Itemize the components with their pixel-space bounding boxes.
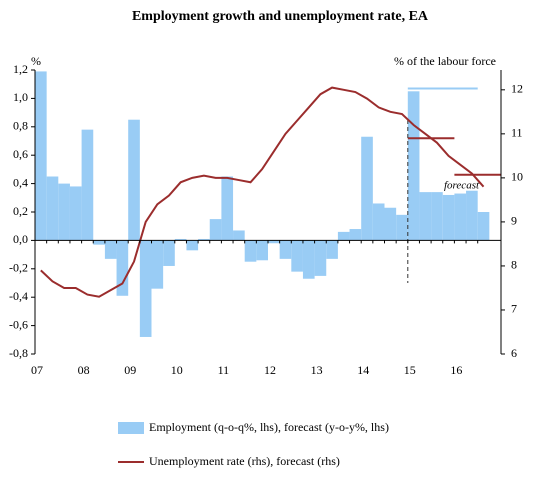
bar	[396, 214, 408, 241]
bar	[151, 240, 164, 289]
bar	[337, 231, 350, 241]
y2-tick-label: 7	[511, 302, 517, 316]
bar	[431, 192, 443, 241]
y2-tick-label: 10	[511, 170, 523, 184]
y-tick-label: 0,2	[13, 204, 28, 218]
legend-label: Unemployment rate (rhs), forecast (rhs)	[149, 454, 340, 468]
bar	[419, 192, 432, 241]
y-tick-label: 1,0	[13, 90, 28, 104]
bar	[291, 240, 303, 272]
bar	[314, 240, 327, 276]
bar	[349, 229, 362, 241]
bar	[209, 219, 222, 241]
bar	[116, 240, 129, 296]
bar	[407, 91, 420, 241]
bar	[58, 183, 70, 241]
bar	[186, 240, 199, 251]
bar	[302, 240, 315, 279]
x-tick-label: 09	[124, 363, 136, 377]
bar	[256, 240, 268, 261]
bar	[384, 207, 397, 241]
y2-tick-label: 11	[511, 126, 523, 140]
y-tick-label: -0,4	[9, 289, 28, 303]
bar	[69, 186, 82, 241]
bar	[372, 203, 385, 241]
bar	[81, 129, 94, 241]
y-tick-label: -0,2	[9, 261, 28, 275]
bar	[128, 119, 140, 241]
line	[40, 86, 485, 298]
x-tick-label: 14	[357, 363, 369, 377]
x-tick-label: 10	[171, 363, 183, 377]
bar	[174, 238, 187, 241]
bar	[163, 240, 175, 266]
bar	[442, 194, 455, 241]
legend-swatch	[118, 422, 144, 434]
y-tick-label: 0,4	[13, 175, 28, 189]
bar	[233, 230, 245, 241]
x-tick-label: 08	[78, 363, 90, 377]
y2-tick-label: 12	[511, 82, 523, 96]
bar	[221, 176, 234, 241]
y-tick-label: -0,8	[9, 346, 28, 360]
bar	[466, 190, 478, 241]
bar	[326, 240, 338, 259]
y2-tick-label: 6	[511, 346, 517, 360]
chart-title: Employment growth and unemployment rate,…	[132, 9, 429, 24]
y-tick-label: 1,2	[13, 62, 28, 76]
x-tick-label: 13	[311, 363, 323, 377]
bar	[104, 240, 117, 259]
bar	[268, 240, 280, 244]
y-axis-label: %	[31, 54, 41, 68]
bar	[454, 193, 467, 241]
bar	[477, 212, 490, 241]
annotation: forecast	[444, 180, 480, 192]
legend-label: Employment (q-o-q%, lhs), forecast (y-o-…	[149, 420, 389, 434]
y2-tick-label: 9	[511, 214, 517, 228]
y2-axis-label: % of the labour force	[394, 54, 496, 68]
y-tick-label: 0,8	[13, 119, 28, 133]
x-tick-label: 11	[218, 363, 230, 377]
y2-tick-label: 8	[511, 258, 517, 272]
bar	[46, 176, 59, 241]
x-tick-label: 07	[31, 363, 43, 377]
y-tick-label: -0,6	[9, 317, 28, 331]
y-tick-label: 0,6	[13, 147, 28, 161]
x-tick-label: 15	[404, 363, 416, 377]
y-tick-label: 0,0	[13, 232, 28, 246]
bar	[198, 238, 210, 241]
bar	[93, 240, 105, 245]
bar	[244, 240, 257, 262]
bar	[35, 71, 47, 241]
bar	[139, 240, 152, 337]
bar	[361, 136, 373, 241]
x-tick-label: 16	[450, 363, 462, 377]
x-tick-label: 12	[264, 363, 276, 377]
bar	[279, 240, 292, 259]
